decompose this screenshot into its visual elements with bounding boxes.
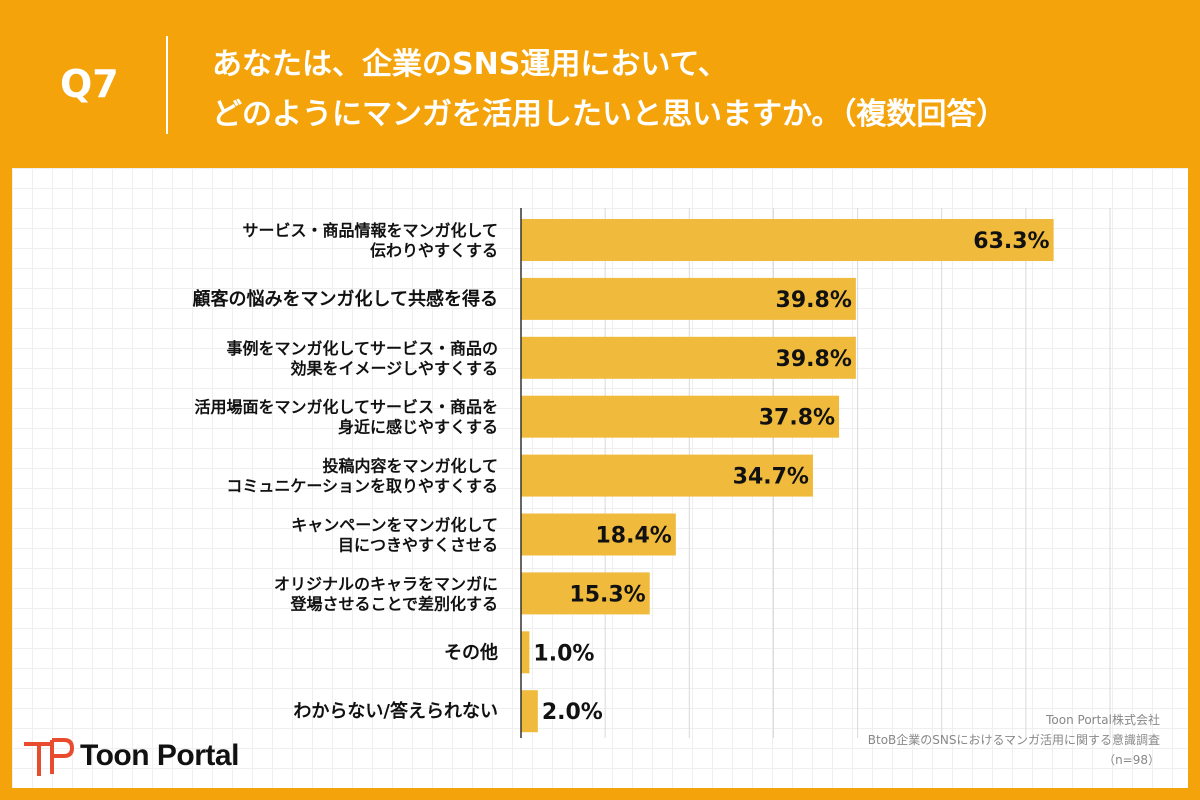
category-label: 登場させることで差別化する xyxy=(289,594,498,613)
category-label: コミュニケーションを取りやすくする xyxy=(226,477,498,496)
toon-portal-logo-icon xyxy=(24,738,75,776)
category-label: サービス・商品情報をマンガ化して xyxy=(242,221,498,240)
category-label: 目につきやすくさせる xyxy=(338,536,498,555)
category-label: わからない/答えられない xyxy=(293,700,498,722)
category-label: 活用場面をマンガ化してサービス・商品を xyxy=(194,398,498,417)
bar xyxy=(521,277,856,320)
value-label: 37.8% xyxy=(759,406,835,431)
category-label: 効果をイメージしやすくする xyxy=(290,359,498,378)
bar xyxy=(521,631,530,674)
source-note: Toon Portal株式会社 BtoB企業のSNSにおけるマンガ活用に関する意… xyxy=(740,710,1160,770)
bar xyxy=(521,336,856,379)
bar xyxy=(521,690,538,733)
value-label: 1.0% xyxy=(533,641,594,666)
value-label: 63.3% xyxy=(973,229,1049,254)
brand-name: Toon Portal xyxy=(80,739,239,772)
bar xyxy=(521,395,840,438)
category-label: 顧客の悩みをマンガ化して共感を得る xyxy=(193,288,498,310)
source-sample-size: （n=98） xyxy=(1103,753,1160,767)
bar xyxy=(521,572,650,615)
value-label: 39.8% xyxy=(776,288,852,313)
category-label: キャンペーンをマンガ化して xyxy=(291,516,498,535)
value-label: 39.8% xyxy=(776,347,852,372)
source-company: Toon Portal株式会社 xyxy=(1046,713,1160,727)
bar xyxy=(521,454,813,497)
question-number: Q7 xyxy=(60,62,119,106)
category-label: 身近に感じやすくする xyxy=(338,418,498,437)
value-label: 2.0% xyxy=(542,700,603,725)
source-survey: BtoB企業のSNSにおけるマンガ活用に関する意識調査 xyxy=(867,733,1160,747)
bar xyxy=(521,219,1054,261)
category-label: 事例をマンガ化してサービス・商品の xyxy=(226,339,498,358)
bar xyxy=(521,513,676,556)
category-label: 投稿内容をマンガ化して xyxy=(322,457,498,476)
category-label: その他 xyxy=(444,641,498,663)
category-label: オリジナルのキャラをマンガに xyxy=(274,574,498,593)
value-label: 34.7% xyxy=(733,465,809,490)
question-header: Q7 あなたは、企業のSNS運用において、 どのようにマンガを活用したいと思いま… xyxy=(0,0,1200,168)
question-text: あなたは、企業のSNS運用において、 どのようにマンガを活用したいと思いますか。… xyxy=(212,47,1007,132)
value-label: 15.3% xyxy=(569,582,645,607)
category-label: 伝わりやすくする xyxy=(370,241,498,260)
value-label: 18.4% xyxy=(595,524,671,549)
header-divider xyxy=(166,36,168,134)
